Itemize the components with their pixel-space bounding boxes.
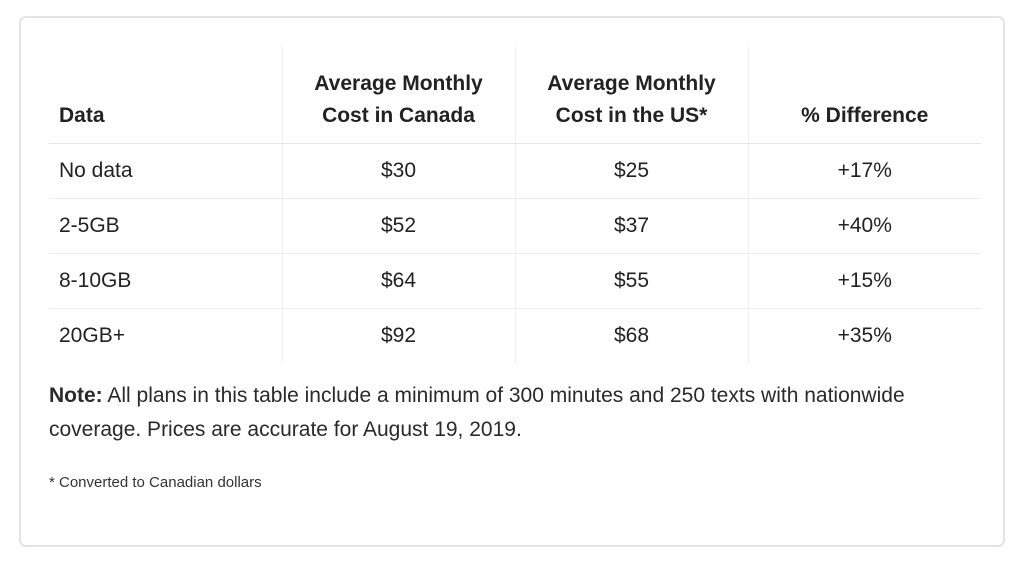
header-difference-label: % Difference [801,104,929,127]
cell-difference: +17% [747,143,981,199]
header-us-line1: Average Monthly [547,72,716,95]
table-row: 20GB+ $92 $68 +35% [49,308,981,363]
cell-data: 20GB+ [59,324,125,347]
cell-canada-cost: $92 [281,308,515,363]
cell-difference: +35% [747,308,981,363]
cell-canada-cost: $52 [281,198,515,254]
header-canada-line2: Cost in Canada [322,104,475,127]
cost-comparison-table: Data Average Monthly Cost in Canada Avera… [49,46,981,363]
cell-data: No data [49,143,282,199]
header-us-cost: Average Monthly Cost in the US* [514,46,748,144]
table-note: Note: All plans in this table include a … [49,379,949,447]
cell-canada-cost: $64 [281,253,515,309]
cell-us-cost: $25 [514,143,748,199]
cell-data: 2-5GB [49,198,282,254]
note-label: Note: [49,384,103,407]
table-row: No data $30 $25 +17% [49,143,981,199]
table-row: 8-10GB $64 $55 +15% [49,253,981,309]
cell-difference: +15% [747,253,981,309]
cell-canada-cost: $30 [281,143,515,199]
header-difference: % Difference [747,46,981,144]
header-canada-cost: Average Monthly Cost in Canada [281,46,515,144]
cell-us-cost: $68 [514,308,748,363]
header-data: Data [49,46,282,144]
currency-footnote: * Converted to Canadian dollars [49,474,262,491]
cell-us-cost: $37 [514,198,748,254]
table-row: 2-5GB $52 $37 +40% [49,198,981,254]
header-canada-line1: Average Monthly [314,72,483,95]
cell-difference: +40% [747,198,981,254]
table-header-row: Data Average Monthly Cost in Canada Avera… [49,46,981,144]
cell-us-cost: $55 [514,253,748,309]
cell-data: 8-10GB [49,253,282,309]
header-us-line2: Cost in the US* [555,104,708,127]
header-data-label: Data [59,104,105,127]
content-card: Data Average Monthly Cost in Canada Avera… [19,16,1005,547]
note-text: All plans in this table include a minimu… [49,384,905,441]
